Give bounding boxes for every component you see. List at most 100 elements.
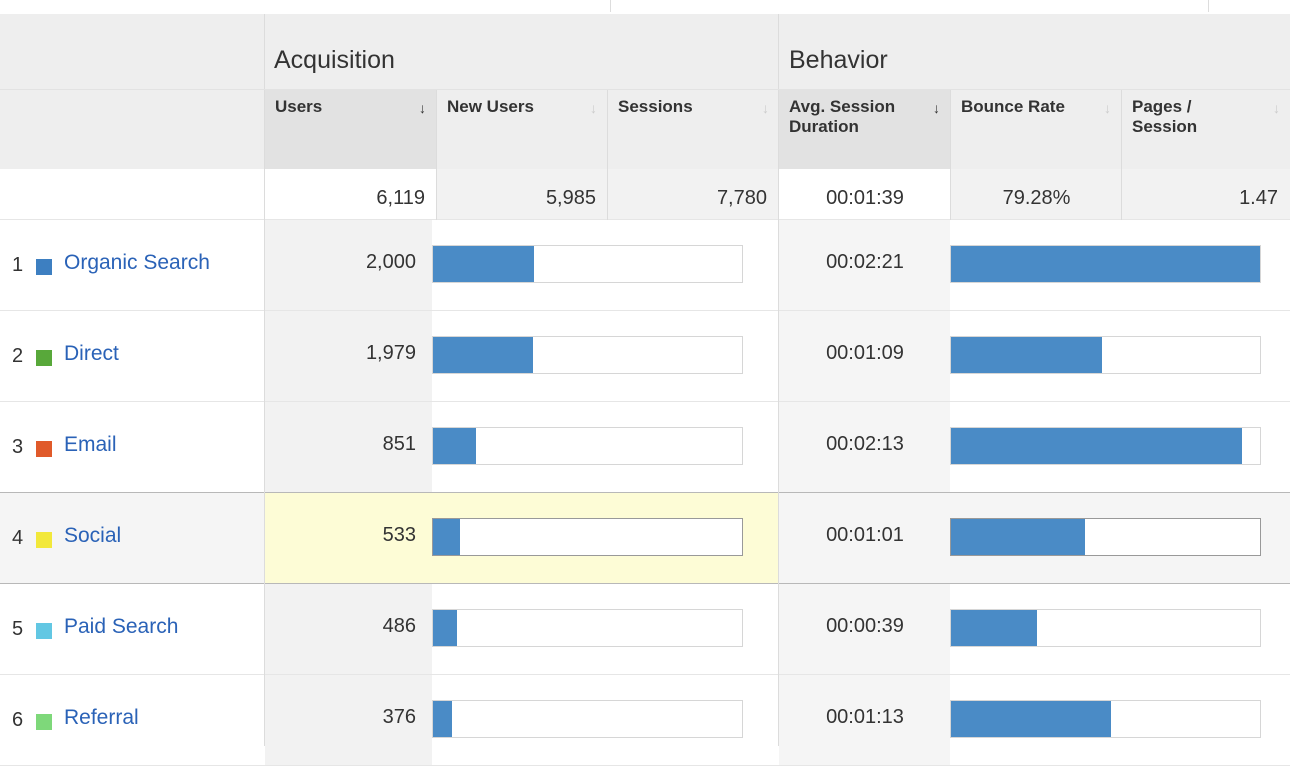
duration-value: 00:01:13 bbox=[826, 706, 904, 728]
duration-bar bbox=[950, 245, 1261, 283]
users-value: 2,000 bbox=[365, 251, 416, 273]
total-new-users: 5,985 bbox=[437, 169, 608, 220]
channel-color-swatch bbox=[36, 532, 52, 548]
row-rank: 3 bbox=[12, 436, 24, 458]
users-bar-fill bbox=[433, 519, 460, 555]
users-cell bbox=[265, 402, 432, 493]
duration-value: 00:01:09 bbox=[826, 342, 904, 364]
users-bar-fill bbox=[433, 610, 457, 646]
column-header-pages-per-session[interactable]: Pages / Session ↓ bbox=[1122, 90, 1290, 169]
column-divider bbox=[778, 14, 779, 746]
sort-arrow-icon[interactable]: ↓ bbox=[933, 100, 940, 116]
users-value: 851 bbox=[382, 433, 416, 455]
row-rank: 6 bbox=[12, 709, 24, 731]
duration-cell bbox=[779, 493, 950, 584]
duration-bar bbox=[950, 427, 1261, 465]
duration-bar bbox=[950, 609, 1261, 647]
column-divider bbox=[1121, 90, 1122, 220]
row-divider bbox=[0, 219, 1290, 220]
column-header-bounce-rate[interactable]: Bounce Rate ↓ bbox=[951, 90, 1121, 169]
duration-value: 00:02:13 bbox=[826, 433, 904, 455]
channel-color-swatch bbox=[36, 259, 52, 275]
column-label: Users bbox=[275, 97, 323, 116]
table-header bbox=[0, 14, 1290, 169]
duration-bar-fill bbox=[951, 701, 1111, 737]
total-avg-session-duration: 00:01:39 bbox=[779, 169, 951, 220]
row-divider bbox=[0, 674, 1290, 675]
duration-bar bbox=[950, 336, 1261, 374]
sort-arrow-icon[interactable]: ↓ bbox=[590, 100, 597, 116]
column-divider bbox=[264, 14, 265, 746]
row-divider bbox=[0, 310, 1290, 311]
acquisition-group-title: Acquisition bbox=[274, 46, 395, 74]
row-divider bbox=[0, 401, 1290, 402]
users-bar bbox=[432, 518, 743, 556]
users-value: 533 bbox=[382, 524, 416, 546]
sort-arrow-icon[interactable]: ↓ bbox=[1104, 100, 1111, 116]
top-divider bbox=[610, 0, 611, 12]
duration-bar-fill bbox=[951, 428, 1242, 464]
duration-cell bbox=[779, 220, 950, 311]
duration-value: 00:02:21 bbox=[826, 251, 904, 273]
channel-link[interactable]: Social bbox=[64, 524, 122, 547]
row-rank: 2 bbox=[12, 345, 24, 367]
users-cell bbox=[265, 493, 432, 584]
row-rank: 4 bbox=[12, 527, 24, 549]
users-bar bbox=[432, 609, 743, 647]
sort-arrow-icon[interactable]: ↓ bbox=[419, 100, 426, 116]
column-divider bbox=[607, 90, 608, 220]
duration-cell bbox=[779, 402, 950, 493]
duration-bar-fill bbox=[951, 337, 1102, 373]
row-divider bbox=[0, 492, 1290, 493]
users-cell bbox=[265, 220, 432, 311]
users-cell bbox=[265, 584, 432, 675]
top-divider bbox=[1208, 0, 1209, 12]
total-sessions: 7,780 bbox=[608, 169, 779, 220]
channel-link[interactable]: Paid Search bbox=[64, 615, 179, 638]
users-value: 486 bbox=[382, 615, 416, 637]
column-label: Pages / Session bbox=[1132, 97, 1198, 136]
column-header-new-users[interactable]: New Users ↓ bbox=[437, 90, 607, 169]
column-divider bbox=[436, 90, 437, 220]
duration-bar bbox=[950, 518, 1261, 556]
header-divider bbox=[0, 89, 1290, 90]
channel-link[interactable]: Referral bbox=[64, 706, 139, 729]
sort-arrow-icon[interactable]: ↓ bbox=[1273, 100, 1280, 116]
sort-arrow-icon[interactable]: ↓ bbox=[762, 100, 769, 116]
users-bar bbox=[432, 336, 743, 374]
users-value: 1,979 bbox=[365, 342, 416, 364]
users-bar-fill bbox=[433, 337, 533, 373]
column-label: Sessions bbox=[618, 97, 693, 116]
column-label: Avg. Session Duration bbox=[789, 97, 896, 136]
column-header-users[interactable]: Users ↓ bbox=[265, 90, 436, 169]
users-bar bbox=[432, 700, 743, 738]
users-bar bbox=[432, 427, 743, 465]
channel-color-swatch bbox=[36, 623, 52, 639]
totals-label-cell bbox=[0, 169, 265, 220]
row-rank: 5 bbox=[12, 618, 24, 640]
duration-bar-fill bbox=[951, 519, 1085, 555]
total-bounce-rate: 79.28% bbox=[951, 169, 1122, 220]
duration-cell bbox=[779, 311, 950, 402]
total-users: 6,119 bbox=[265, 169, 437, 220]
duration-value: 00:01:01 bbox=[826, 524, 904, 546]
row-divider bbox=[0, 583, 1290, 584]
column-header-avg-session-duration[interactable]: Avg. Session Duration ↓ bbox=[779, 90, 950, 169]
channel-color-swatch bbox=[36, 714, 52, 730]
duration-cell bbox=[779, 584, 950, 675]
channel-link[interactable]: Organic Search bbox=[64, 251, 210, 274]
column-header-sessions[interactable]: Sessions ↓ bbox=[608, 90, 779, 169]
duration-bar bbox=[950, 700, 1261, 738]
channel-color-swatch bbox=[36, 350, 52, 366]
channel-link[interactable]: Email bbox=[64, 433, 117, 456]
total-pages-per-session: 1.47 bbox=[1122, 169, 1290, 220]
users-bar-fill bbox=[433, 246, 534, 282]
channel-color-swatch bbox=[36, 441, 52, 457]
users-bar-fill bbox=[433, 428, 476, 464]
row-rank: 1 bbox=[12, 254, 24, 276]
users-bar-fill bbox=[433, 701, 452, 737]
channel-link[interactable]: Direct bbox=[64, 342, 119, 365]
behavior-group-title: Behavior bbox=[789, 46, 888, 74]
users-cell bbox=[265, 311, 432, 402]
column-label: Bounce Rate bbox=[961, 97, 1065, 116]
